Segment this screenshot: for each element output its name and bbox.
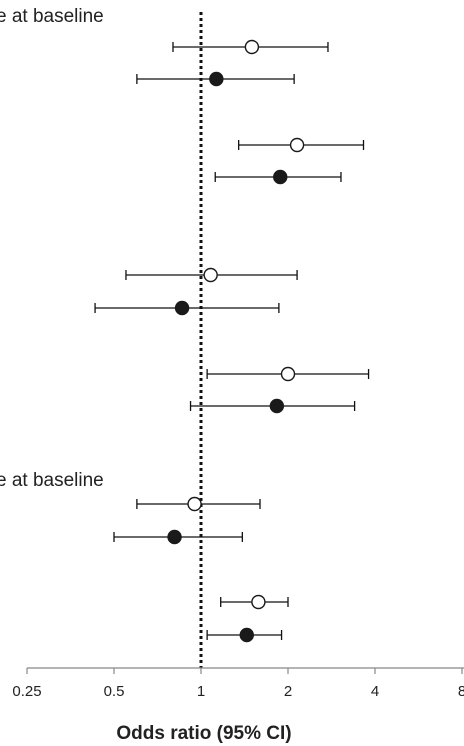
- point-open: [280, 366, 296, 382]
- ci-row: [206, 366, 370, 382]
- point-filled: [174, 300, 190, 316]
- point-open: [289, 137, 305, 153]
- x-axis-title: Odds ratio (95% CI): [116, 723, 291, 744]
- point-filled: [167, 529, 182, 545]
- ci-row: [125, 267, 298, 283]
- point-open: [203, 267, 218, 283]
- ci-row: [94, 300, 280, 316]
- point-open: [251, 594, 266, 610]
- ci-row: [238, 137, 365, 153]
- ci-row: [206, 627, 283, 643]
- ci-row: [136, 71, 295, 87]
- point-filled: [269, 398, 285, 414]
- ci-row: [214, 169, 342, 185]
- x-tick-label: 0.25: [12, 683, 41, 700]
- point-open: [244, 39, 260, 55]
- section-label: e at baseline: [0, 470, 104, 491]
- x-tick-label: 4: [371, 683, 379, 700]
- x-tick-label: 2: [284, 683, 292, 700]
- ci-row: [113, 529, 243, 545]
- x-tick-label: 0.5: [104, 683, 125, 700]
- x-tick-label: 1: [197, 683, 205, 700]
- point-filled: [209, 71, 224, 87]
- x-axis: 0.25 0.5 1 2 4 8: [12, 667, 464, 700]
- point-filled: [273, 169, 288, 185]
- ci-row: [172, 39, 329, 55]
- ci-row: [220, 594, 289, 610]
- x-tick-label: 8: [458, 683, 464, 700]
- ci-row: [189, 398, 356, 414]
- point-filled: [239, 627, 254, 643]
- point-open: [187, 496, 202, 512]
- ci-row: [136, 496, 261, 512]
- section-label: e at baseline: [0, 6, 104, 27]
